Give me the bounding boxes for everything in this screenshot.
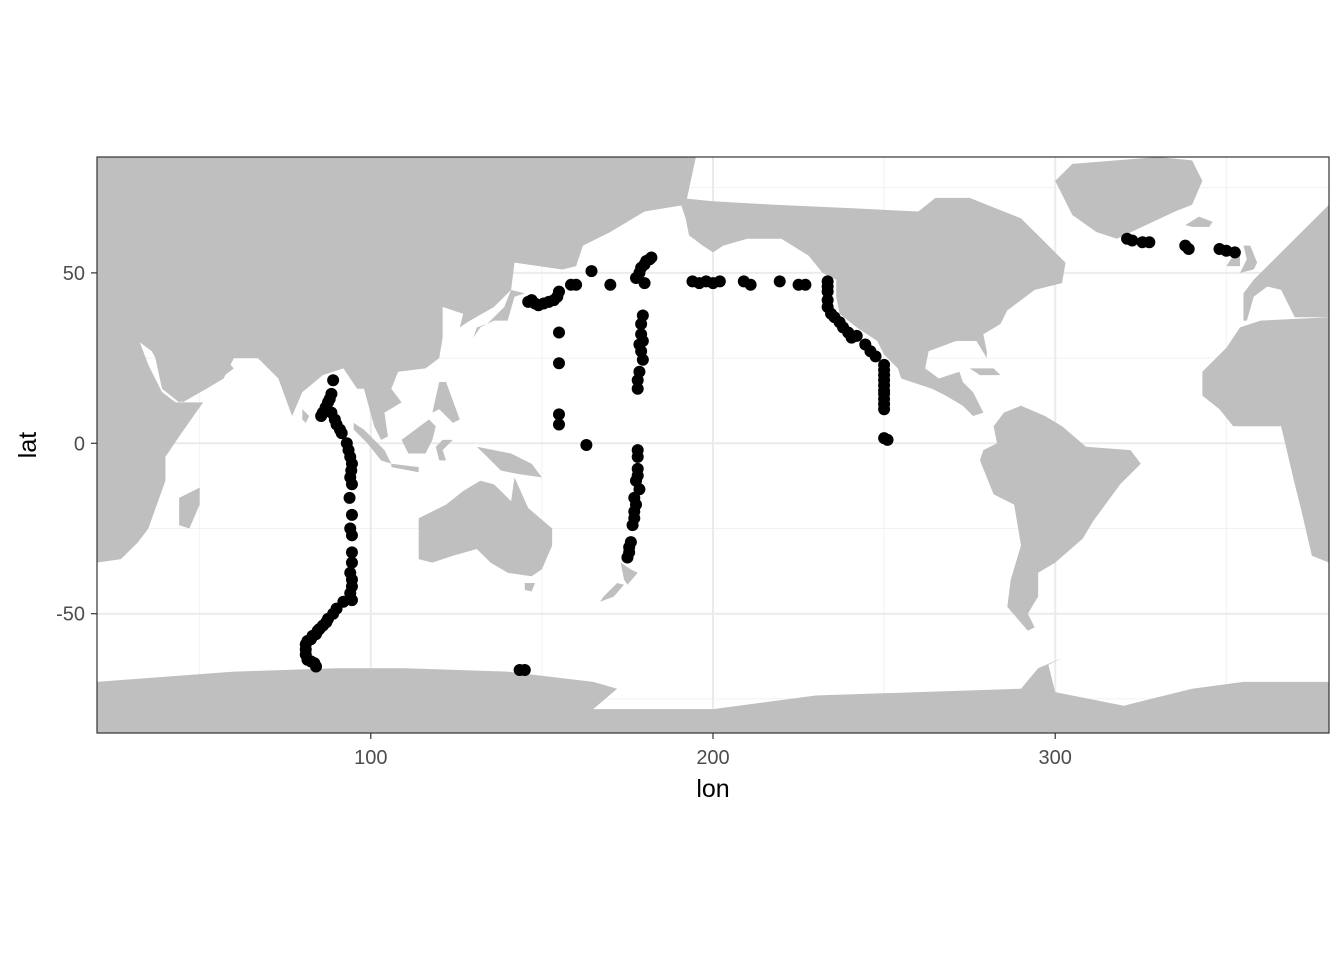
data-point	[821, 285, 834, 298]
data-point	[1182, 243, 1195, 256]
data-point	[636, 353, 649, 366]
data-point	[850, 329, 863, 342]
data-point	[570, 278, 583, 291]
land-sulawesi	[435, 439, 453, 461]
data-point	[310, 660, 323, 673]
plot-panel	[96, 156, 1330, 734]
data-point	[1143, 236, 1156, 249]
data-point	[345, 508, 358, 521]
x-tick-label: 200	[696, 747, 729, 769]
land-new-guinea	[476, 446, 542, 478]
data-point	[631, 382, 644, 395]
land-africa	[97, 330, 204, 563]
data-point	[626, 519, 639, 532]
data-point	[635, 318, 648, 331]
data-point	[553, 408, 565, 421]
land-britain	[1240, 245, 1258, 273]
land-greenland	[1055, 157, 1203, 239]
land-sri-lanka	[302, 409, 310, 423]
data-point	[580, 439, 593, 451]
land-borneo	[401, 419, 436, 454]
data-point	[1228, 246, 1241, 259]
x-axis-title: lon	[696, 775, 729, 803]
data-point	[773, 275, 786, 288]
data-point	[631, 450, 644, 463]
data-point	[553, 285, 565, 298]
land-new-zealand-north	[620, 562, 638, 585]
land-madagascar	[179, 487, 200, 529]
data-point	[638, 277, 651, 290]
x-tick-label: 100	[354, 747, 387, 769]
data-point	[345, 529, 358, 542]
data-point	[713, 275, 726, 288]
data-points	[299, 232, 1241, 676]
data-point	[604, 278, 617, 291]
land-south-america	[979, 405, 1141, 631]
land-iceland	[1185, 216, 1213, 227]
data-point	[744, 278, 757, 291]
data-point	[343, 491, 356, 504]
land-philippines	[432, 381, 460, 423]
land-ireland	[1226, 255, 1241, 267]
land-europe-west	[1226, 204, 1329, 321]
data-point	[878, 403, 891, 416]
data-point	[799, 278, 812, 291]
land-sumatra	[353, 422, 392, 464]
data-point	[553, 357, 565, 370]
data-point	[335, 427, 348, 440]
y-tick-label: -50	[56, 604, 85, 626]
data-point	[345, 556, 358, 569]
data-point	[345, 546, 358, 559]
y-axis-title: lat	[14, 432, 42, 458]
land-java	[391, 463, 419, 473]
data-point	[869, 350, 882, 363]
land-africa-west	[1202, 317, 1329, 563]
data-point	[327, 374, 340, 387]
y-tick-label: 0	[74, 433, 85, 455]
data-point	[621, 551, 634, 564]
land-arabia	[151, 341, 234, 403]
x-axis-ticks: 100 200 300	[354, 733, 1072, 769]
data-point	[553, 326, 565, 339]
land-antarctica	[97, 658, 1329, 733]
land-eurasia	[97, 157, 696, 440]
land-mask	[97, 157, 1329, 733]
y-axis-ticks: -50 0 50	[56, 263, 97, 626]
data-point	[645, 251, 658, 264]
data-point	[881, 433, 894, 446]
data-point	[585, 265, 598, 278]
x-tick-label: 300	[1039, 747, 1072, 769]
data-point	[518, 663, 531, 676]
y-tick-label: 50	[63, 263, 85, 285]
data-point	[1126, 234, 1139, 247]
data-point	[553, 418, 565, 431]
land-cuba	[969, 368, 1001, 376]
land-north-america	[678, 197, 1066, 417]
data-point	[631, 374, 644, 387]
land-japan	[473, 289, 525, 338]
land-tasmania	[524, 583, 536, 592]
data-point	[345, 478, 358, 491]
land-australia	[418, 477, 553, 577]
land-new-zealand-south	[600, 583, 625, 602]
